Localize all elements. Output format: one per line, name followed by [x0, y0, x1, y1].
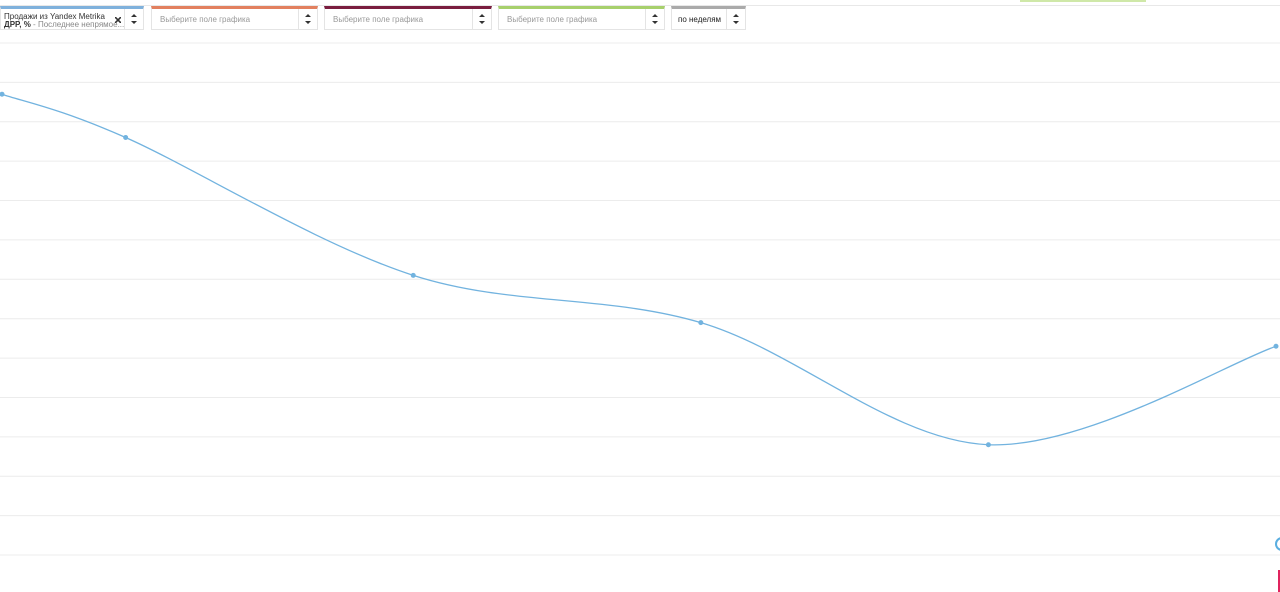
- data-point: [123, 135, 129, 141]
- period-select[interactable]: по неделям: [671, 6, 746, 30]
- period-value: по неделям: [678, 15, 722, 24]
- dropdown-arrow[interactable]: [298, 9, 317, 29]
- series-select[interactable]: Продажи из Yandex Metrika ДРР, % - После…: [0, 6, 144, 30]
- series-select[interactable]: Выберите поле графика: [498, 6, 665, 30]
- data-point: [1273, 343, 1279, 349]
- placeholder: Выберите поле графика: [333, 15, 424, 24]
- edge-marker: [1278, 570, 1280, 592]
- data-point: [0, 91, 5, 97]
- data-point: [985, 442, 991, 448]
- data-point: [698, 320, 704, 326]
- dropdown-arrow[interactable]: [124, 9, 143, 29]
- top-tab: [1020, 0, 1146, 2]
- dropdown-arrow[interactable]: [726, 9, 745, 29]
- clear-icon[interactable]: [115, 17, 121, 23]
- series-select[interactable]: Выберите поле графика: [324, 6, 492, 30]
- dropdown-arrow[interactable]: [472, 9, 491, 29]
- data-point: [410, 272, 416, 278]
- series-select[interactable]: Выберите поле графика: [151, 6, 318, 30]
- placeholder: Выберите поле графика: [507, 15, 598, 24]
- source-label: Продажи из Yandex Metrika: [4, 12, 105, 21]
- field-name: ДРР, %: [4, 20, 31, 29]
- line-series: [1, 93, 1277, 446]
- dropdown-arrow[interactable]: [645, 9, 664, 29]
- field-detail: - Последнее непрямое...: [30, 20, 125, 29]
- placeholder: Выберите поле графика: [160, 15, 251, 24]
- top-border: [0, 5, 1280, 6]
- field-label: ДРР, % - Последнее непрямое...: [4, 20, 124, 29]
- scroll-button[interactable]: [1275, 537, 1280, 551]
